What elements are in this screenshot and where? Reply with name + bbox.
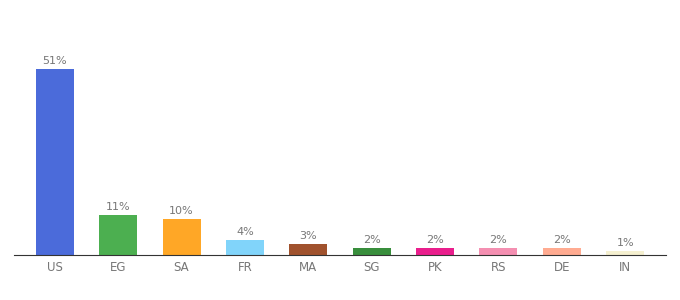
Text: 10%: 10% xyxy=(169,206,194,216)
Text: 51%: 51% xyxy=(42,56,67,66)
Text: 2%: 2% xyxy=(363,235,381,245)
Bar xyxy=(99,215,137,255)
Text: 2%: 2% xyxy=(426,235,444,245)
Bar xyxy=(36,69,74,255)
Bar xyxy=(479,248,517,255)
Bar xyxy=(226,240,264,255)
Text: 3%: 3% xyxy=(299,231,317,241)
Bar xyxy=(353,248,391,255)
Bar xyxy=(543,248,581,255)
Bar xyxy=(289,244,327,255)
Text: 4%: 4% xyxy=(236,227,254,238)
Text: 11%: 11% xyxy=(106,202,131,212)
Bar xyxy=(606,251,644,255)
Bar xyxy=(416,248,454,255)
Text: 1%: 1% xyxy=(616,238,634,248)
Bar xyxy=(163,218,201,255)
Text: 2%: 2% xyxy=(553,235,571,245)
Text: 2%: 2% xyxy=(490,235,507,245)
